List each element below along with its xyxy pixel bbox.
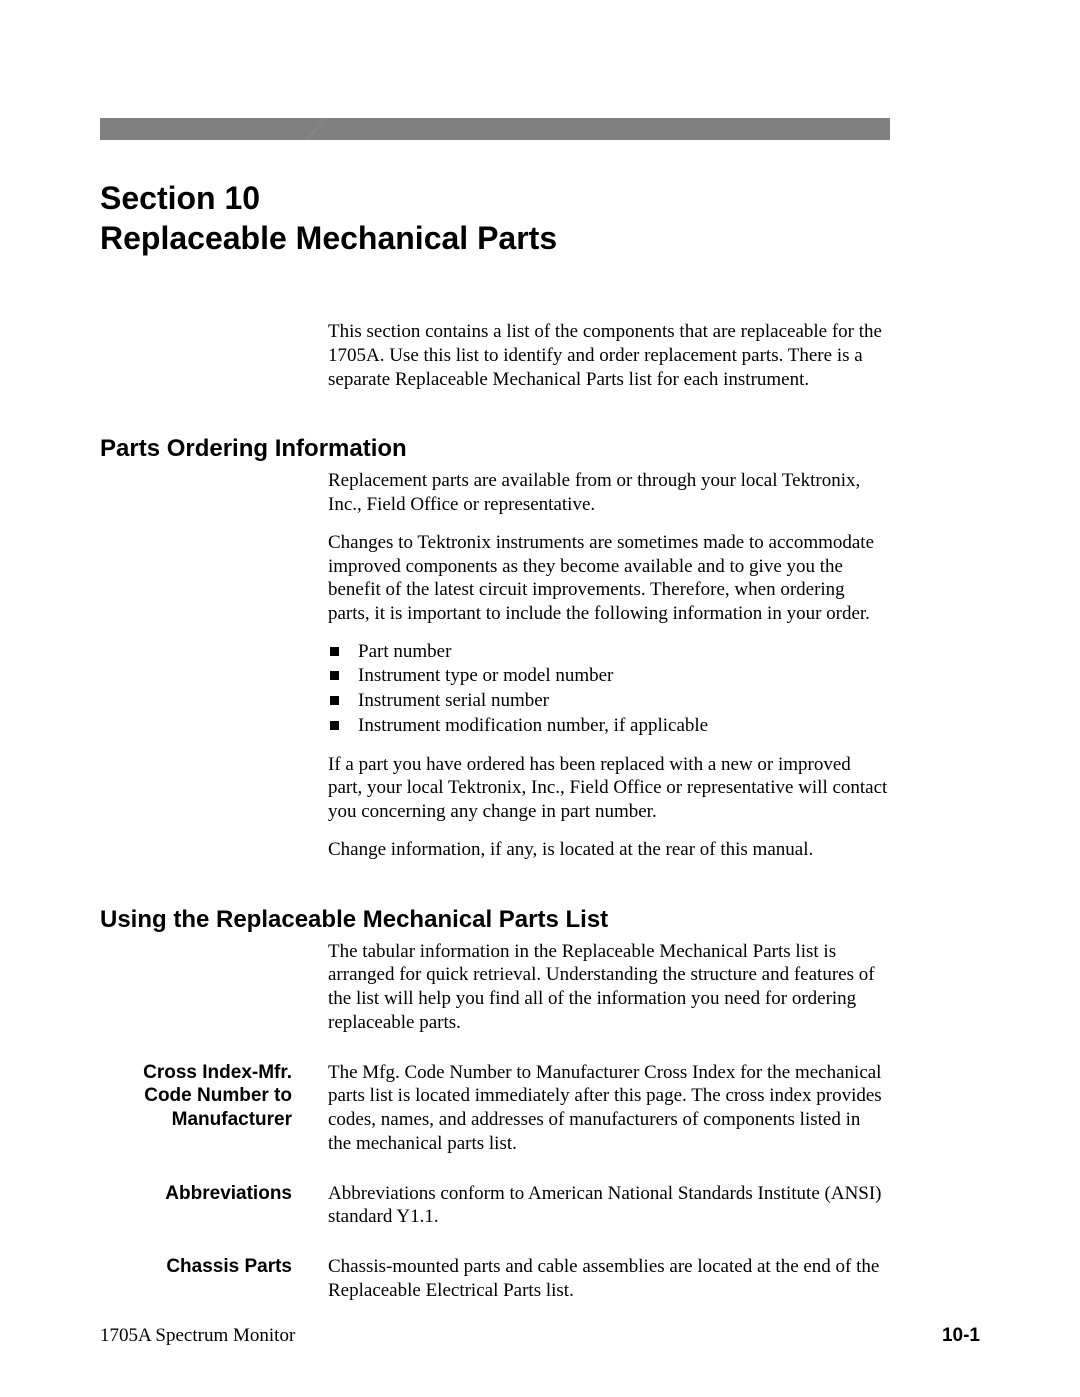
def-text: The Mfg. Code Number to Manufacturer Cro…: [328, 1061, 888, 1156]
list-item: Part number: [328, 640, 888, 665]
def-row-abbreviations: Abbreviations Abbreviations conform to A…: [100, 1182, 980, 1230]
list-item-text: Instrument serial number: [358, 690, 549, 711]
def-term: Abbreviations: [100, 1182, 310, 1230]
page-footer: 1705A Spectrum Monitor 10‑1: [100, 1325, 980, 1347]
header-rule-left: [100, 118, 306, 140]
list-item-text: Instrument modification number, if appli…: [358, 715, 708, 736]
list-item: Instrument type or model number: [328, 664, 888, 689]
ordering-bullets: Part number Instrument type or model num…: [328, 640, 888, 739]
def-term: Cross Index‑Mfr. Code Number to Manufact…: [100, 1061, 310, 1156]
using-heading: Using the Replaceable Mechanical Parts L…: [100, 906, 980, 934]
using-p1: The tabular information in the Replaceab…: [328, 940, 888, 1035]
section-title-line2: Replaceable Mechanical Parts: [100, 220, 557, 256]
list-item: Instrument serial number: [328, 689, 888, 714]
ordering-p2: Changes to Tektronix instruments are som…: [328, 531, 888, 626]
intro-paragraph: This section contains a list of the comp…: [328, 320, 888, 391]
list-item-text: Part number: [358, 641, 451, 662]
ordering-p4: Change information, if any, is located a…: [328, 838, 888, 862]
header-rule-notch-bottom: [306, 118, 326, 140]
page: Section 10 Replaceable Mechanical Parts …: [0, 0, 1080, 1397]
def-term: Chassis Parts: [100, 1255, 310, 1303]
section-title: Section 10 Replaceable Mechanical Parts: [100, 178, 980, 258]
section-title-line1: Section 10: [100, 180, 260, 216]
ordering-p3: If a part you have ordered has been repl…: [328, 753, 888, 824]
ordering-p1: Replacement parts are available from or …: [328, 469, 888, 517]
footer-left: 1705A Spectrum Monitor: [100, 1325, 295, 1347]
list-item-text: Instrument type or model number: [358, 665, 613, 686]
def-row-cross-index: Cross Index‑Mfr. Code Number to Manufact…: [100, 1061, 980, 1156]
footer-page-number: 10‑1: [942, 1325, 980, 1347]
header-rule-right: [326, 118, 890, 140]
header-rule: [100, 118, 890, 140]
def-row-chassis-parts: Chassis Parts Chassis-mounted parts and …: [100, 1255, 980, 1303]
list-item: Instrument modification number, if appli…: [328, 714, 888, 739]
def-text: Abbreviations conform to American Nation…: [328, 1182, 888, 1230]
def-text: Chassis-mounted parts and cable assembli…: [328, 1255, 888, 1303]
ordering-heading: Parts Ordering Information: [100, 435, 980, 463]
